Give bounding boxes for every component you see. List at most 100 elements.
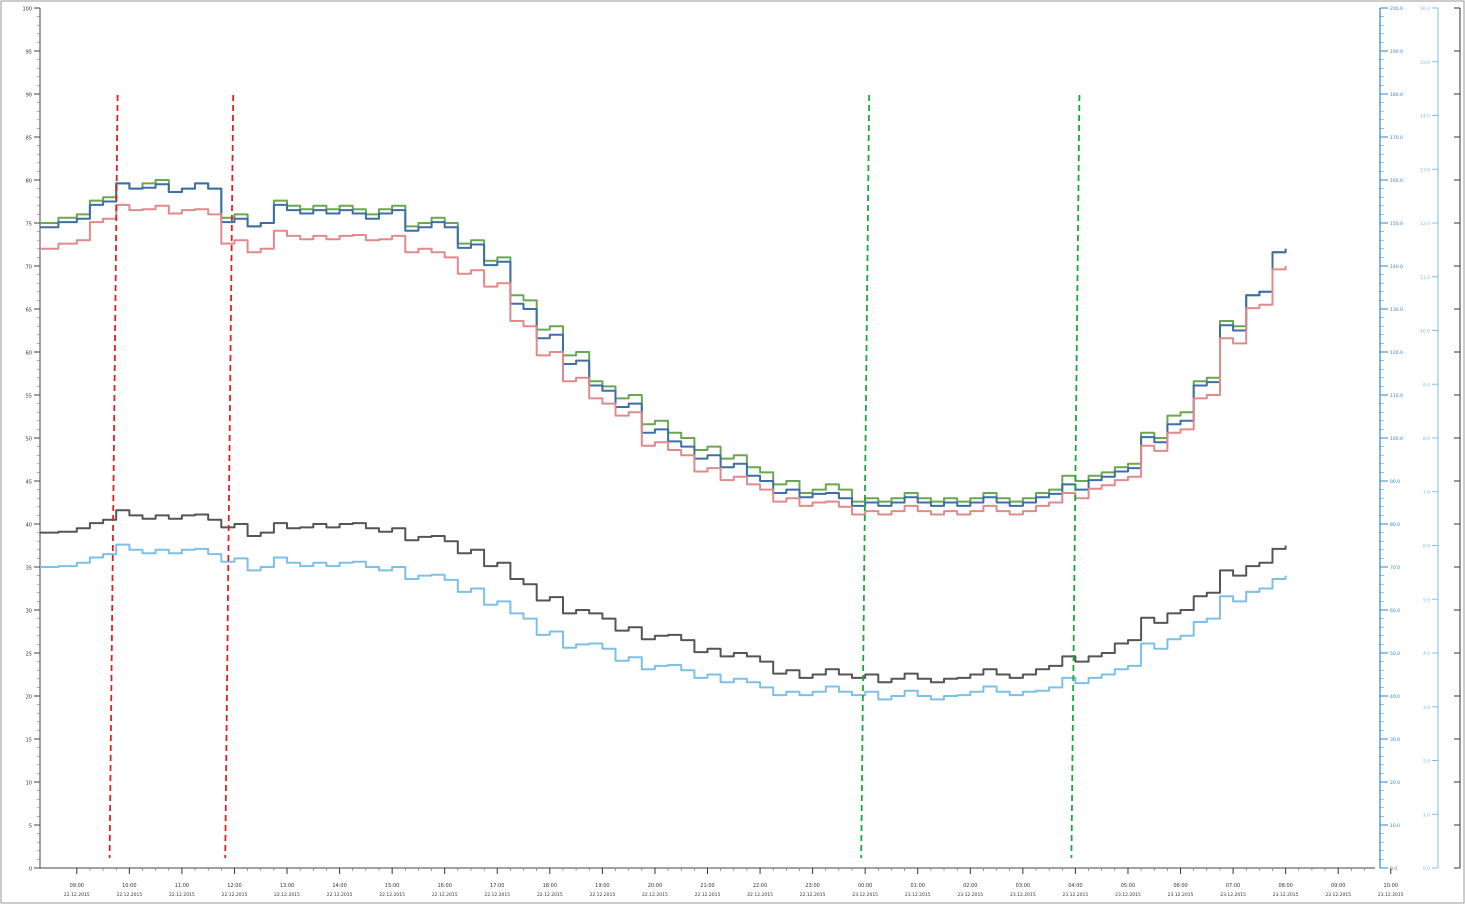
y-right-2-tick-label: 13.0 xyxy=(1420,167,1430,173)
series-line-2 xyxy=(40,182,1287,507)
x-tick-label-date: 22.12.2015 xyxy=(379,892,405,898)
y-left-tick-label: 40 xyxy=(26,523,32,529)
x-tick-label-time: 20:00 xyxy=(648,883,662,889)
x-tick-label-date: 23.12.2015 xyxy=(957,892,983,898)
y-right-1-tick-label: 90.0 xyxy=(1390,479,1400,485)
y-right-2-tick-label: 5.0 xyxy=(1423,597,1430,603)
x-tick-label-date: 22.12.2015 xyxy=(537,892,563,898)
y-right-2-tick-label: 1.0 xyxy=(1423,812,1430,818)
y-right-2-tick-label: 14.0 xyxy=(1420,114,1430,120)
x-tick-label-time: 15:00 xyxy=(385,883,399,889)
y-right-1-tick-label: 30.0 xyxy=(1390,737,1400,743)
x-tick-label-date: 22.12.2015 xyxy=(747,892,773,898)
y-right-2-tick-label: 9.0 xyxy=(1423,382,1430,388)
y-right-1-tick-label: 180.0 xyxy=(1390,92,1403,98)
x-tick-label-time: 04:00 xyxy=(1068,883,1082,889)
y-right-2-tick-label: 7.0 xyxy=(1423,490,1430,496)
y-left-tick-label: 25 xyxy=(26,652,32,658)
x-tick-label-date: 23.12.2015 xyxy=(1325,892,1351,898)
x-tick-label-time: 14:00 xyxy=(332,883,346,889)
x-tick-label-time: 06:00 xyxy=(1173,883,1187,889)
x-tick-label-date: 22.12.2015 xyxy=(169,892,195,898)
y-right-1-tick-label: 10.0 xyxy=(1390,823,1400,829)
x-tick-label-date: 23.12.2015 xyxy=(1273,892,1299,898)
y-right-1-tick-label: 140.0 xyxy=(1390,264,1403,270)
y-right-1-tick-label: 60.0 xyxy=(1390,608,1400,614)
x-tick-label-time: 08:00 xyxy=(1278,883,1292,889)
y-left-tick-label: 65 xyxy=(26,308,32,314)
y-right-1-tick-label: 160.0 xyxy=(1390,178,1403,184)
y-left-tick-label: 85 xyxy=(26,136,32,142)
x-tick-label-time: 21:00 xyxy=(700,883,714,889)
series-line-4 xyxy=(40,509,1287,684)
x-tick-label-date: 23.12.2015 xyxy=(852,892,878,898)
x-tick-label-date: 22.12.2015 xyxy=(116,892,142,898)
y-left-tick-label: 45 xyxy=(26,480,32,486)
x-tick-label-time: 23:00 xyxy=(805,883,819,889)
x-tick-label-time: 13:00 xyxy=(280,883,294,889)
x-tick-label-date: 22.12.2015 xyxy=(64,892,90,898)
x-tick-label-date: 23.12.2015 xyxy=(905,892,931,898)
y-right-2-tick-label: 2.0 xyxy=(1423,759,1430,765)
y-left-tick-label: 30 xyxy=(26,609,32,615)
y-left-tick-label: 50 xyxy=(26,437,32,443)
y-right-1-tick-label: 100.0 xyxy=(1390,436,1403,442)
y-left-tick-label: 35 xyxy=(26,566,32,572)
y-right-2-tick-label: 3.0 xyxy=(1423,705,1430,711)
y-right-1-tick-label: 150.0 xyxy=(1390,221,1403,227)
y-right-1-tick-label: 200.0 xyxy=(1390,6,1403,12)
y-left-tick-label: 75 xyxy=(26,222,32,228)
x-tick-label-time: 09:00 xyxy=(1331,883,1345,889)
x-tick-label-date: 22.12.2015 xyxy=(484,892,510,898)
y-left-tick-label: 90 xyxy=(26,93,32,99)
y-left-tick-label: 80 xyxy=(26,179,32,185)
y-left-tick-label: 60 xyxy=(26,351,32,357)
x-tick-label-time: 02:00 xyxy=(963,883,977,889)
y-right-1-tick-label: 40.0 xyxy=(1390,694,1400,700)
y-left-tick-label: 95 xyxy=(26,50,32,56)
x-tick-label-time: 07:00 xyxy=(1226,883,1240,889)
series-line-5 xyxy=(40,543,1287,701)
y-right-2-tick-label: 10.0 xyxy=(1420,329,1430,335)
x-tick-label-date: 23.12.2015 xyxy=(1115,892,1141,898)
y-left-tick-label: 15 xyxy=(26,738,32,744)
x-tick-label-time: 19:00 xyxy=(595,883,609,889)
y-right-2-tick-label: 11.0 xyxy=(1420,275,1430,281)
x-tick-label-time: 12:00 xyxy=(227,883,241,889)
series-line-1 xyxy=(40,179,1287,503)
x-tick-label-time: 03:00 xyxy=(1016,883,1030,889)
x-tick-label-date: 23.12.2015 xyxy=(1220,892,1246,898)
vertical-marker-1 xyxy=(108,94,119,859)
y-right-1-tick-label: 130.0 xyxy=(1390,307,1403,313)
x-tick-label-date: 22.12.2015 xyxy=(432,892,458,898)
x-tick-label-date: 22.12.2015 xyxy=(222,892,248,898)
y-right-2-tick-label: 6.0 xyxy=(1423,544,1430,550)
x-tick-label-date: 22.12.2015 xyxy=(327,892,353,898)
x-tick-label-time: 17:00 xyxy=(490,883,504,889)
x-tick-label-date: 23.12.2015 xyxy=(1010,892,1036,898)
x-tick-label-time: 05:00 xyxy=(1121,883,1135,889)
x-tick-label-time: 10:00 xyxy=(1384,883,1398,889)
vertical-marker-3 xyxy=(860,94,871,859)
x-tick-label-time: 09:00 xyxy=(70,883,84,889)
series-line-3 xyxy=(40,203,1287,516)
vertical-marker-2 xyxy=(224,94,235,859)
x-tick-label-time: 10:00 xyxy=(122,883,136,889)
y-right-1-tick-label: 110.0 xyxy=(1390,393,1403,399)
y-left-tick-label: 10 xyxy=(26,781,32,787)
x-tick-label-date: 22.12.2015 xyxy=(589,892,615,898)
x-tick-label-date: 23.12.2015 xyxy=(1063,892,1089,898)
y-right-1-tick-label: 0.0 xyxy=(1390,866,1397,872)
y-left-tick-label: 0 xyxy=(29,867,32,873)
y-right-2-tick-label: 12.0 xyxy=(1420,221,1430,227)
y-left-tick-label: 70 xyxy=(26,265,32,271)
y-right-2-tick-label: 8.0 xyxy=(1423,436,1430,442)
x-tick-label-time: 18:00 xyxy=(543,883,557,889)
y-right-1-tick-label: 70.0 xyxy=(1390,565,1400,571)
y-left-tick-label: 55 xyxy=(26,394,32,400)
y-right-1-tick-label: 50.0 xyxy=(1390,651,1400,657)
y-right-2-tick-label: 15.0 xyxy=(1420,60,1430,66)
